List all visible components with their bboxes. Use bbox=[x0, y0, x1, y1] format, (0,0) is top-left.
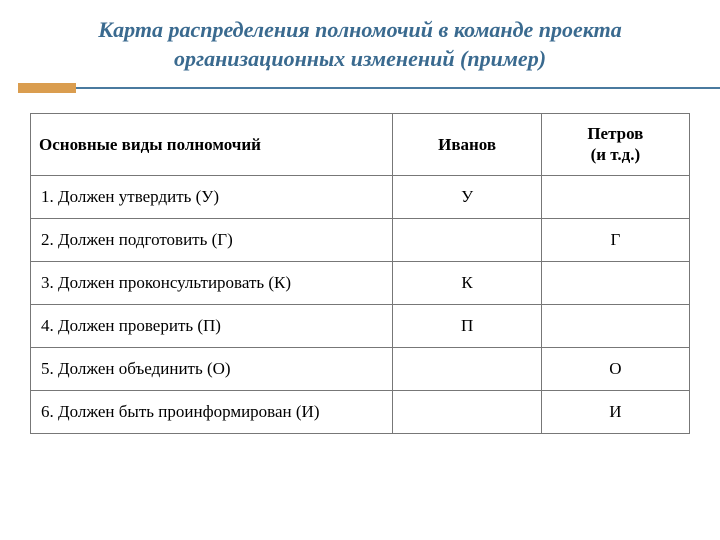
col-header-petrov: Петров(и т.д.) bbox=[541, 114, 689, 176]
row-petrov bbox=[541, 304, 689, 347]
slide-title: Карта распределения полномочий в команде… bbox=[0, 0, 720, 83]
row-label: 2. Должен подготовить (Г) bbox=[31, 218, 393, 261]
row-petrov: И bbox=[541, 390, 689, 433]
table-row: 4. Должен проверить (П) П bbox=[31, 304, 690, 347]
table-header-row: Основные виды полномочий Иванов Петров(и… bbox=[31, 114, 690, 176]
row-ivanov: П bbox=[393, 304, 541, 347]
table-row: 6. Должен быть проинформирован (И) И bbox=[31, 390, 690, 433]
table-row: 5. Должен объединить (О) О bbox=[31, 347, 690, 390]
row-ivanov bbox=[393, 347, 541, 390]
row-petrov: Г bbox=[541, 218, 689, 261]
row-ivanov: К bbox=[393, 261, 541, 304]
row-ivanov bbox=[393, 218, 541, 261]
table-row: 3. Должен проконсультировать (К) К bbox=[31, 261, 690, 304]
row-petrov bbox=[541, 175, 689, 218]
col-header-ivanov: Иванов bbox=[393, 114, 541, 176]
row-label: 5. Должен объединить (О) bbox=[31, 347, 393, 390]
row-label: 1. Должен утвердить (У) bbox=[31, 175, 393, 218]
row-petrov bbox=[541, 261, 689, 304]
row-label: 6. Должен быть проинформирован (И) bbox=[31, 390, 393, 433]
separator-accent bbox=[18, 83, 76, 93]
title-separator bbox=[0, 83, 720, 93]
table-row: 1. Должен утвердить (У) У bbox=[31, 175, 690, 218]
authority-table-wrap: Основные виды полномочий Иванов Петров(и… bbox=[0, 113, 720, 434]
row-ivanov: У bbox=[393, 175, 541, 218]
row-petrov: О bbox=[541, 347, 689, 390]
col-header-authority: Основные виды полномочий bbox=[31, 114, 393, 176]
separator-rule bbox=[76, 87, 720, 89]
row-ivanov bbox=[393, 390, 541, 433]
table-row: 2. Должен подготовить (Г) Г bbox=[31, 218, 690, 261]
authority-table: Основные виды полномочий Иванов Петров(и… bbox=[30, 113, 690, 434]
row-label: 4. Должен проверить (П) bbox=[31, 304, 393, 347]
row-label: 3. Должен проконсультировать (К) bbox=[31, 261, 393, 304]
